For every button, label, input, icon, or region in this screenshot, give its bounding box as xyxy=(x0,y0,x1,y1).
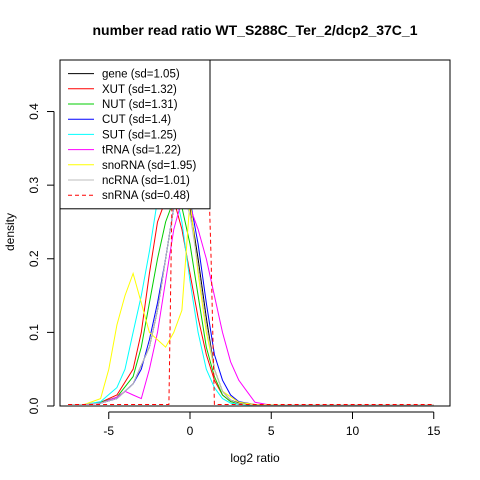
legend-entry: NUT (sd=1.31) xyxy=(102,99,178,111)
x-tick-label: -5 xyxy=(103,424,114,438)
legend-entry: gene (sd=1.05) xyxy=(102,69,180,81)
legend-entry: tRNA (sd=1.22) xyxy=(102,145,181,157)
legend-entry: ncRNA (sd=1.01) xyxy=(102,175,190,187)
y-tick-label: 0.3 xyxy=(27,176,41,193)
plot-lines xyxy=(68,96,434,406)
legend-entry: XUT (sd=1.32) xyxy=(102,84,177,96)
y-tick-label: 0.2 xyxy=(27,250,41,267)
y-axis: 0.0 0.1 0.2 0.3 0.4 xyxy=(27,103,55,414)
x-tick-label: 0 xyxy=(187,424,194,438)
y-tick-label: 0.4 xyxy=(27,103,41,120)
x-axis: -5 0 5 10 15 xyxy=(103,411,441,438)
legend-entry: CUT (sd=1.4) xyxy=(102,114,171,126)
y-tick-label: 0.1 xyxy=(27,324,41,341)
legend-entry: snRNA (sd=0.48) xyxy=(102,190,190,202)
legend-entry: snoRNA (sd=1.95) xyxy=(102,160,196,172)
y-tick-label: 0.0 xyxy=(27,397,41,414)
chart-title: number read ratio WT_S288C_Ter_2/dcp2_37… xyxy=(93,22,418,38)
plot-frame xyxy=(59,59,451,407)
legend: gene (sd=1.05) XUT (sd=1.32) NUT (sd=1.31)… xyxy=(59,59,211,210)
y-axis-label: density xyxy=(3,213,17,251)
x-axis-label: log2 ratio xyxy=(230,451,280,465)
legend-entry: SUT (sd=1.25) xyxy=(102,129,177,141)
x-tick-label: 10 xyxy=(346,424,360,438)
x-tick-label: 15 xyxy=(427,424,441,438)
series-line-7 xyxy=(68,191,434,406)
x-tick-label: 5 xyxy=(268,424,275,438)
